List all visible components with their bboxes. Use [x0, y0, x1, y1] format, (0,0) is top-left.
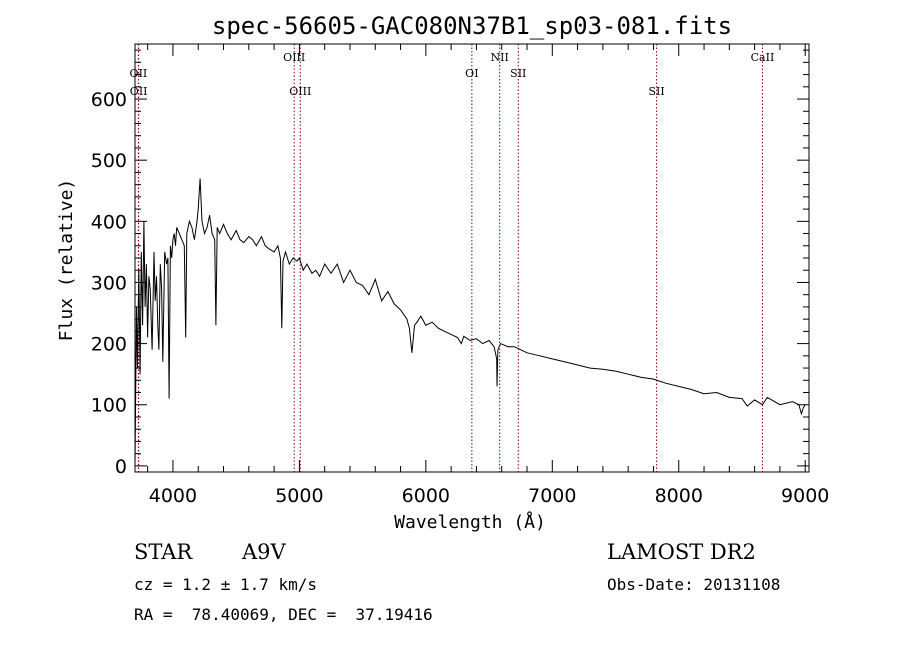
- object-class: STAR: [134, 540, 193, 564]
- line-label-sii: SII: [649, 85, 665, 98]
- y-tick-label: 600: [91, 89, 127, 111]
- spectrum-line: [134, 178, 806, 466]
- object-subclass: A9V: [242, 540, 286, 564]
- y-tick-label: 300: [91, 272, 127, 294]
- observation-date: Obs-Date: 20131108: [607, 575, 781, 594]
- y-axis-label: Flux (relative): [56, 179, 77, 342]
- line-label-oi: OI: [465, 67, 478, 80]
- survey-name: LAMOST DR2: [607, 540, 756, 564]
- x-tick-label: 8000: [655, 485, 703, 507]
- x-tick-label: 5000: [275, 485, 323, 507]
- axis-ticks: 4000 5000 6000 7000 8000 9000 0 100 200 300 400 500…: [91, 44, 829, 507]
- line-label-nii: NII: [491, 51, 509, 64]
- y-tick-label: 0: [115, 456, 127, 478]
- x-tick-label: 6000: [402, 485, 450, 507]
- x-axis-label: Wavelength (Å): [394, 511, 546, 533]
- y-tick-label: 100: [91, 395, 127, 417]
- line-label-oii: OII: [130, 85, 148, 98]
- y-tick-label: 200: [91, 334, 127, 356]
- x-tick-label: 9000: [781, 485, 829, 507]
- redshift-info: cz = 1.2 ± 1.7 km/s: [134, 575, 318, 594]
- y-tick-label: 400: [91, 211, 127, 233]
- line-label-oiii: OIII: [289, 85, 311, 98]
- spectrum-chart: spec-56605-GAC080N37B1_sp03-081.fits OII…: [56, 12, 829, 533]
- line-label-oiii: OIII: [283, 51, 305, 64]
- x-tick-label: 7000: [528, 485, 576, 507]
- coordinates: RA = 78.40069, DEC = 37.19416: [134, 605, 433, 624]
- x-tick-label: 4000: [149, 485, 197, 507]
- line-label-sii: SII: [510, 67, 526, 80]
- y-tick-label: 500: [91, 150, 127, 172]
- chart-title: spec-56605-GAC080N37B1_sp03-081.fits: [212, 12, 732, 40]
- line-label-caii: CaII: [751, 51, 775, 64]
